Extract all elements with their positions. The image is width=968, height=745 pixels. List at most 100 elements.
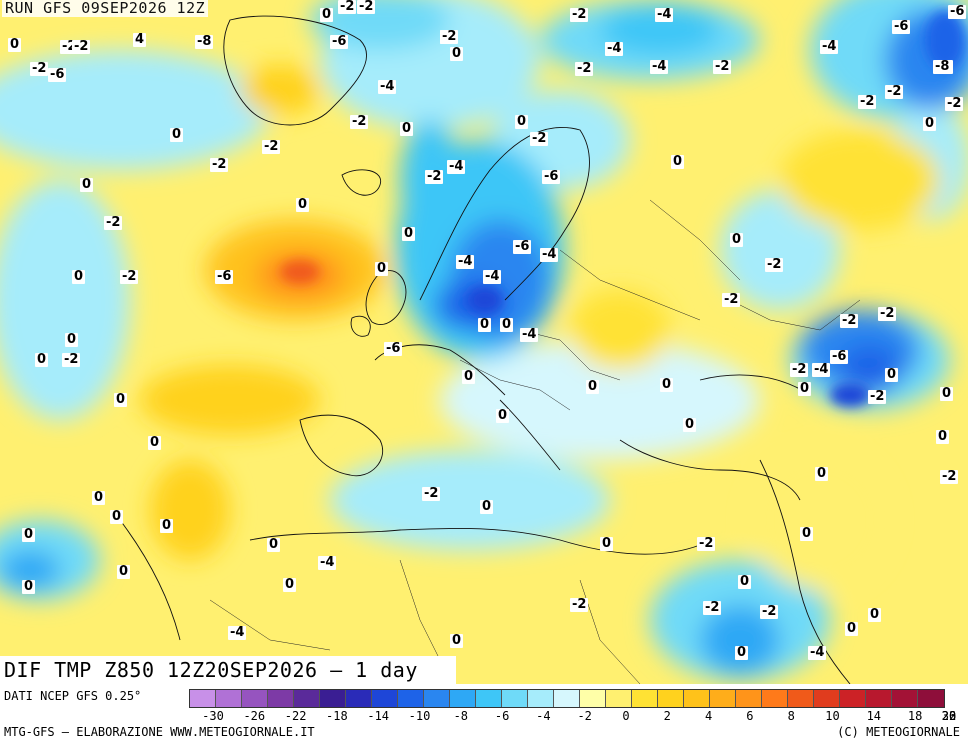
contour-label: 0	[450, 46, 464, 61]
contour-label: -6	[892, 19, 911, 34]
contour-label: 0	[515, 114, 529, 129]
legend-swatch	[320, 690, 346, 707]
legend-swatch	[632, 690, 658, 707]
contour-label: 0	[148, 435, 162, 450]
contour-label: 0	[283, 577, 297, 592]
legend-tick-label: 6	[746, 709, 754, 723]
contour-label: 0	[738, 574, 752, 589]
contour-label: 0	[923, 116, 937, 131]
contour-label: 0	[22, 579, 36, 594]
legend-tick-label: 0	[622, 709, 630, 723]
legend-swatch	[554, 690, 580, 707]
contour-label: -2	[62, 352, 81, 367]
legend-swatch	[216, 690, 242, 707]
contour-label: -2	[425, 169, 444, 184]
contour-label: 0	[22, 527, 36, 542]
contour-label: 0	[868, 607, 882, 622]
legend-swatch	[242, 690, 268, 707]
legend-tick-label: 4	[704, 709, 713, 723]
contour-label: -2	[575, 61, 594, 76]
contour-label: 0	[35, 352, 49, 367]
legend-tick-label: 8	[787, 709, 795, 723]
color-scale-ticks: -30 -26 -22 -18 -14 -10 -8 -6 -4 -2 0 2 4 6 8 10 14 18 22 2…	[189, 709, 967, 723]
contour-label: -2	[840, 313, 859, 328]
legend-tick-label: -2	[577, 709, 592, 723]
legend-tick-label: 26	[941, 709, 957, 723]
legend-swatch	[762, 690, 788, 707]
legend-swatch	[398, 690, 424, 707]
contour-label: -6	[48, 67, 67, 82]
legend-swatch	[190, 690, 216, 707]
contour-label: -4	[812, 362, 831, 377]
legend-tick-label: 30	[941, 709, 957, 723]
contour-label: -2	[790, 362, 809, 377]
main-title: DIF TMP Z850 12Z20SEP2026 — 1 day	[0, 656, 456, 684]
contour-label: 0	[815, 466, 829, 481]
contour-label: 0	[117, 564, 131, 579]
contour-label: -6	[513, 239, 532, 254]
legend-tick-label: -10	[408, 709, 431, 723]
legend-swatch	[580, 690, 606, 707]
color-scale-bar	[189, 689, 945, 708]
run-title: RUN GFS 09SEP2026 12Z	[2, 0, 209, 17]
contour-label: -4	[483, 269, 502, 284]
contour-label: -4	[605, 41, 624, 56]
contour-label: 0	[586, 379, 600, 394]
contour-label: -4	[808, 645, 827, 660]
contour-label: -4	[655, 7, 674, 22]
legend-tick-label: -8	[453, 709, 469, 723]
contour-label: -2	[338, 0, 357, 14]
contour-label: -6	[830, 349, 849, 364]
contour-label: -4	[540, 247, 559, 262]
contour-label: 0	[845, 621, 859, 636]
contour-label: 0	[110, 509, 124, 524]
legend-tick-label: -18	[326, 709, 348, 723]
contour-label: -2	[940, 469, 959, 484]
legend-swatch	[684, 690, 710, 707]
contour-label: 0	[462, 369, 476, 384]
legend-swatch	[918, 690, 944, 707]
contour-label: -2	[713, 59, 732, 74]
legend-swatch	[294, 690, 320, 707]
contour-label: 0	[683, 417, 697, 432]
contour-label: 0	[500, 317, 514, 332]
legend-swatch	[450, 690, 476, 707]
legend-tick-label: -26	[243, 709, 266, 723]
contour-label: 0	[480, 499, 494, 514]
contour-label: -2	[722, 292, 741, 307]
contour-label: 0	[267, 537, 281, 552]
legend-swatch	[814, 690, 840, 707]
legend-swatch	[866, 690, 892, 707]
legend-tick-label: -6	[494, 709, 510, 723]
contour-label: 0	[400, 121, 414, 136]
contour-label: -2	[262, 139, 281, 154]
contour-label: -2	[530, 131, 549, 146]
contour-label: -2	[104, 215, 123, 230]
legend-swatch	[372, 690, 398, 707]
contour-label: -6	[215, 269, 234, 284]
contour-label: 0	[402, 226, 416, 241]
contour-label: -4	[228, 625, 247, 640]
contour-label: -4	[820, 39, 839, 54]
credit-right: (C) METEOGIORNALE	[837, 725, 960, 739]
contour-label: -2	[703, 600, 722, 615]
contour-label: -4	[520, 327, 539, 342]
contour-label: 0	[800, 526, 814, 541]
legend-tick-label: 2	[663, 709, 671, 723]
contour-label: 0	[8, 37, 22, 52]
contour-label: -2	[422, 486, 441, 501]
contour-label: -4	[378, 79, 397, 94]
legend-swatch	[710, 690, 736, 707]
map-canvas	[0, 0, 968, 684]
contour-label: 0	[296, 197, 310, 212]
legend-swatch	[346, 690, 372, 707]
contour-label: -2	[570, 7, 589, 22]
legend-swatch	[424, 690, 450, 707]
contour-label: -2	[120, 269, 139, 284]
contour-label: 0	[92, 490, 106, 505]
contour-label: 0	[320, 7, 334, 22]
contour-label: 0	[671, 154, 685, 169]
legend-swatch	[502, 690, 528, 707]
contour-label: 0	[798, 381, 812, 396]
contour-label: 0	[660, 377, 674, 392]
